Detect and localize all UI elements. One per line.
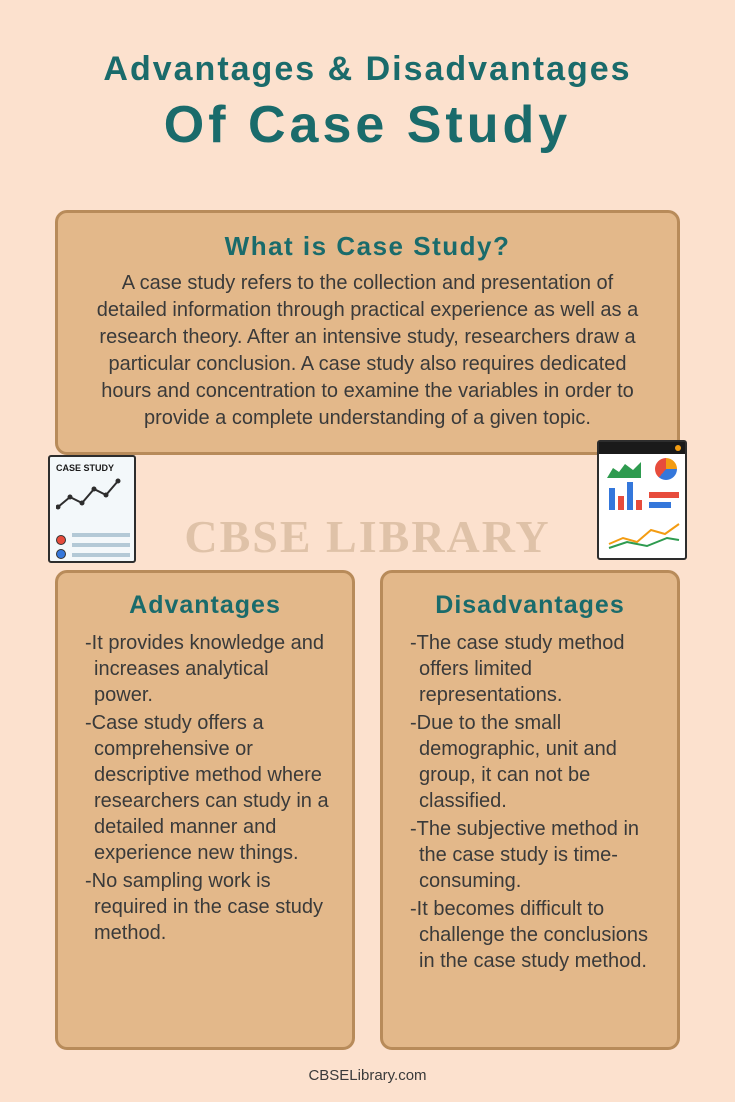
list-item: -It becomes difficult to challenge the c… xyxy=(405,896,655,974)
disadvantages-heading: Disadvantages xyxy=(405,591,655,620)
list-item: -No sampling work is required in the cas… xyxy=(80,868,330,946)
footer-credit: CBSELibrary.com xyxy=(0,1067,735,1084)
advantages-heading: Advantages xyxy=(80,591,330,620)
list-item: -It provides knowledge and increases ana… xyxy=(80,630,330,708)
title-line-1: Advantages & Disadvantages xyxy=(0,50,735,89)
list-item: -Case study offers a comprehensive or de… xyxy=(80,710,330,866)
page-title-block: Advantages & Disadvantages Of Case Study xyxy=(0,0,735,155)
analytics-dashboard-icon xyxy=(597,440,687,560)
definition-body: A case study refers to the collection an… xyxy=(86,270,649,432)
definition-heading: What is Case Study? xyxy=(86,231,649,262)
list-item: -Due to the small demographic, unit and … xyxy=(405,710,655,814)
title-line-2: Of Case Study xyxy=(0,95,735,155)
disadvantages-panel: Disadvantages -The case study method off… xyxy=(380,570,680,1050)
list-item: -The subjective method in the case study… xyxy=(405,816,655,894)
definition-panel: What is Case Study? A case study refers … xyxy=(55,210,680,455)
advantages-panel: Advantages -It provides knowledge and in… xyxy=(55,570,355,1050)
case-study-document-icon xyxy=(48,455,136,563)
list-item: -The case study method offers limited re… xyxy=(405,630,655,708)
